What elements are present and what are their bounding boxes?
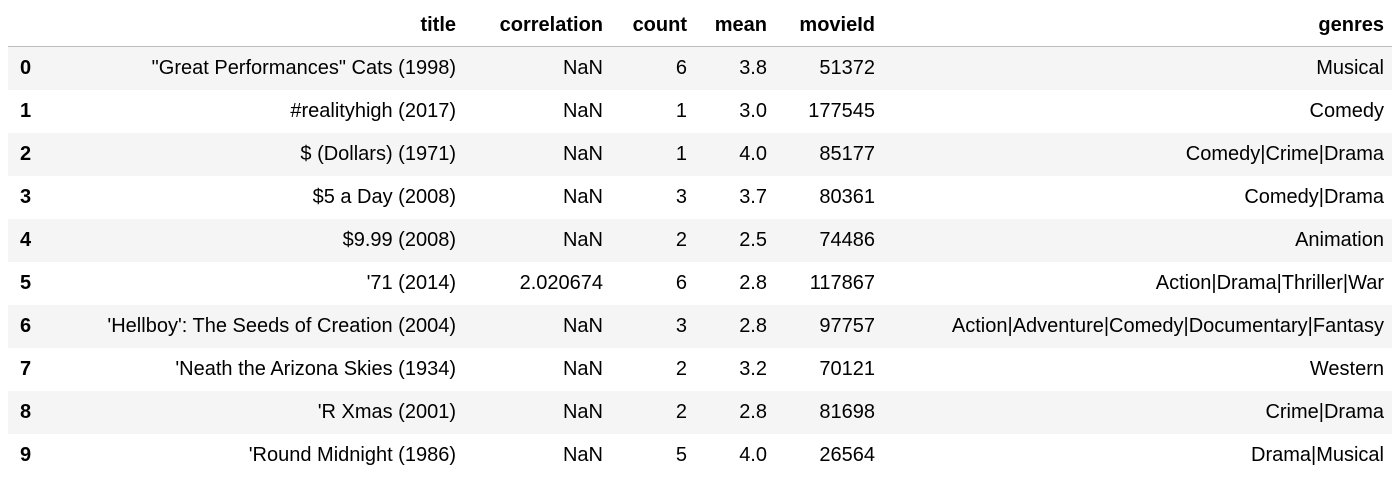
cell-mean: 2.8 [739, 400, 767, 423]
cell-title: '71 (2014) [366, 271, 456, 294]
row-index: 1 [20, 99, 32, 122]
cell-genres: Comedy|Drama [1244, 185, 1384, 208]
cell-correlation: NaN [562, 99, 603, 122]
table-row: 9 'Round Midnight (1986) NaN 5 4.0 26564… [8, 433, 1392, 477]
cell-count: 5 [675, 443, 687, 466]
row-index: 7 [20, 357, 32, 380]
cell-count: 2 [675, 400, 687, 423]
header-row: title correlation count mean movieId gen… [8, 4, 1392, 47]
cell-movieid: 85177 [819, 142, 875, 165]
dataframe-table: title correlation count mean movieId gen… [8, 4, 1392, 477]
table-row: 1 #realityhigh (2017) NaN 1 3.0 177545 C… [8, 89, 1392, 133]
row-index: 0 [20, 56, 32, 79]
cell-movieid: 70121 [819, 357, 875, 380]
cell-genres: Action|Adventure|Comedy|Documentary|Fant… [951, 314, 1384, 337]
cell-genres: Musical [1316, 56, 1384, 79]
cell-movieid: 26564 [819, 443, 875, 466]
cell-correlation: NaN [562, 314, 603, 337]
header-mean: mean [695, 4, 775, 47]
table-body: 0 "Great Performances" Cats (1998) NaN 6… [8, 46, 1392, 477]
cell-genres: Crime|Drama [1265, 400, 1384, 423]
row-index: 6 [20, 314, 32, 337]
cell-movieid: 177545 [808, 99, 875, 122]
header-index [8, 4, 50, 47]
row-index: 3 [20, 185, 32, 208]
cell-count: 2 [675, 357, 687, 380]
cell-genres: Drama|Musical [1251, 443, 1384, 466]
cell-correlation: NaN [562, 142, 603, 165]
cell-movieid: 80361 [819, 185, 875, 208]
cell-title: #realityhigh (2017) [290, 99, 456, 122]
table-row: 7 'Neath the Arizona Skies (1934) NaN 2 … [8, 347, 1392, 391]
cell-mean: 2.8 [739, 314, 767, 337]
cell-correlation: 2.020674 [519, 271, 603, 294]
row-index: 8 [20, 400, 32, 423]
cell-genres: Western [1309, 357, 1384, 380]
cell-mean: 3.7 [739, 185, 767, 208]
cell-count: 3 [675, 185, 687, 208]
table-row: 4 $9.99 (2008) NaN 2 2.5 74486 Animation [8, 218, 1392, 262]
cell-title: $5 a Day (2008) [312, 185, 456, 208]
cell-genres: Comedy [1309, 99, 1384, 122]
cell-genres: Comedy|Crime|Drama [1185, 142, 1384, 165]
table-row: 8 'R Xmas (2001) NaN 2 2.8 81698 Crime|D… [8, 390, 1392, 434]
cell-movieid: 97757 [819, 314, 875, 337]
table-row: 0 "Great Performances" Cats (1998) NaN 6… [8, 46, 1392, 90]
table-header: title correlation count mean movieId gen… [8, 4, 1392, 47]
cell-correlation: NaN [562, 56, 603, 79]
cell-mean: 3.2 [739, 357, 767, 380]
row-index: 9 [20, 443, 32, 466]
cell-count: 6 [675, 56, 687, 79]
cell-count: 6 [675, 271, 687, 294]
cell-count: 1 [675, 142, 687, 165]
row-index: 2 [20, 142, 32, 165]
table-row: 3 $5 a Day (2008) NaN 3 3.7 80361 Comedy… [8, 175, 1392, 219]
cell-mean: 2.8 [739, 271, 767, 294]
cell-genres: Action|Drama|Thriller|War [1155, 271, 1384, 294]
cell-count: 3 [675, 314, 687, 337]
cell-correlation: NaN [562, 357, 603, 380]
header-movieid: movieId [775, 4, 883, 47]
header-correlation: correlation [464, 4, 611, 47]
cell-mean: 3.8 [739, 56, 767, 79]
cell-title: "Great Performances" Cats (1998) [151, 56, 456, 79]
cell-movieid: 74486 [819, 228, 875, 251]
table-row: 6 'Hellboy': The Seeds of Creation (2004… [8, 304, 1392, 348]
table-row: 2 $ (Dollars) (1971) NaN 1 4.0 85177 Com… [8, 132, 1392, 176]
header-title: title [50, 4, 464, 47]
cell-correlation: NaN [562, 400, 603, 423]
cell-correlation: NaN [562, 443, 603, 466]
cell-mean: 4.0 [739, 443, 767, 466]
cell-title: $9.99 (2008) [342, 228, 456, 251]
cell-movieid: 81698 [819, 400, 875, 423]
cell-title: 'Round Midnight (1986) [248, 443, 456, 466]
cell-title: 'Neath the Arizona Skies (1934) [175, 357, 456, 380]
cell-title: 'R Xmas (2001) [317, 400, 456, 423]
cell-count: 2 [675, 228, 687, 251]
header-genres: genres [883, 4, 1392, 47]
table-row: 5 '71 (2014) 2.020674 6 2.8 117867 Actio… [8, 261, 1392, 305]
cell-mean: 4.0 [739, 142, 767, 165]
cell-movieid: 117867 [809, 271, 875, 294]
row-index: 5 [20, 271, 32, 294]
cell-title: $ (Dollars) (1971) [300, 142, 456, 165]
row-index: 4 [20, 228, 32, 251]
cell-count: 1 [675, 99, 687, 122]
cell-genres: Animation [1295, 228, 1384, 251]
header-count: count [611, 4, 695, 47]
cell-movieid: 51372 [819, 56, 875, 79]
cell-correlation: NaN [562, 228, 603, 251]
cell-mean: 2.5 [739, 228, 767, 251]
cell-correlation: NaN [562, 185, 603, 208]
cell-title: 'Hellboy': The Seeds of Creation (2004) [107, 314, 456, 337]
cell-mean: 3.0 [739, 99, 767, 122]
